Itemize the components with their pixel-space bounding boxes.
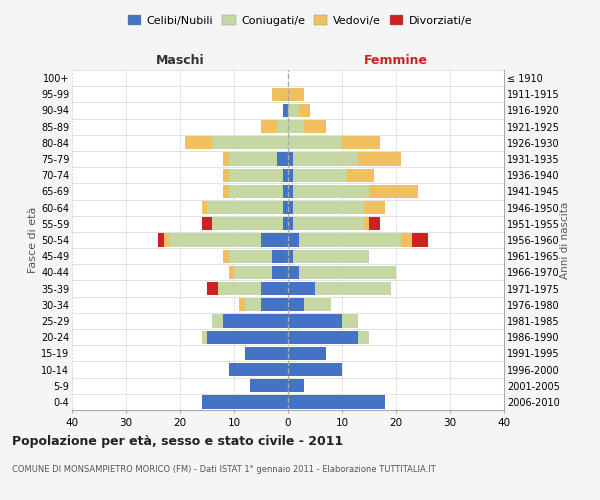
Bar xyxy=(202,217,212,230)
Bar xyxy=(277,120,288,134)
Bar xyxy=(358,330,369,344)
Bar xyxy=(288,266,299,279)
Bar xyxy=(207,330,288,344)
Bar xyxy=(293,185,369,198)
Bar xyxy=(283,168,288,182)
Bar xyxy=(288,234,299,246)
Bar xyxy=(283,104,288,117)
Bar xyxy=(304,120,326,134)
Bar xyxy=(202,201,207,214)
Bar xyxy=(229,185,283,198)
Text: Femmine: Femmine xyxy=(364,54,428,67)
Bar xyxy=(261,120,277,134)
Bar xyxy=(223,314,288,328)
Bar xyxy=(288,298,304,312)
Bar xyxy=(401,234,412,246)
Y-axis label: Fasce di età: Fasce di età xyxy=(28,207,38,273)
Bar xyxy=(288,379,304,392)
Bar xyxy=(202,396,288,408)
Bar xyxy=(277,152,288,166)
Bar xyxy=(229,250,272,263)
Bar xyxy=(364,217,369,230)
Bar xyxy=(293,168,347,182)
Bar xyxy=(229,266,234,279)
Bar xyxy=(293,152,358,166)
Bar xyxy=(288,104,299,117)
Bar xyxy=(212,314,223,328)
Bar xyxy=(212,136,288,149)
Bar xyxy=(288,314,342,328)
Bar xyxy=(342,136,380,149)
Bar xyxy=(223,185,229,198)
Bar xyxy=(315,282,391,295)
Bar xyxy=(261,282,288,295)
Text: COMUNE DI MONSAMPIETRO MORICO (FM) - Dati ISTAT 1° gennaio 2011 - Elaborazione T: COMUNE DI MONSAMPIETRO MORICO (FM) - Dat… xyxy=(12,465,436,474)
Bar xyxy=(288,282,315,295)
Bar xyxy=(293,250,369,263)
Bar xyxy=(288,217,293,230)
Bar xyxy=(288,152,293,166)
Bar xyxy=(369,185,418,198)
Bar xyxy=(288,346,326,360)
Bar xyxy=(202,330,207,344)
Bar xyxy=(288,88,304,101)
Bar xyxy=(261,298,288,312)
Bar xyxy=(207,282,218,295)
Bar xyxy=(229,152,277,166)
Bar xyxy=(293,217,364,230)
Bar xyxy=(229,363,288,376)
Bar xyxy=(299,104,310,117)
Bar xyxy=(288,120,304,134)
Legend: Celibi/Nubili, Coniugati/e, Vedovi/e, Divorziati/e: Celibi/Nubili, Coniugati/e, Vedovi/e, Di… xyxy=(124,10,476,30)
Bar xyxy=(288,396,385,408)
Bar xyxy=(212,217,283,230)
Text: Maschi: Maschi xyxy=(155,54,205,67)
Bar xyxy=(229,168,283,182)
Bar xyxy=(283,201,288,214)
Bar xyxy=(358,152,401,166)
Bar xyxy=(347,168,374,182)
Bar xyxy=(185,136,212,149)
Bar xyxy=(288,185,293,198)
Bar xyxy=(288,136,342,149)
Bar xyxy=(218,282,261,295)
Bar xyxy=(164,234,169,246)
Bar xyxy=(288,201,293,214)
Bar xyxy=(223,152,229,166)
Bar xyxy=(223,168,229,182)
Bar xyxy=(369,217,380,230)
Bar xyxy=(207,201,283,214)
Bar xyxy=(283,217,288,230)
Bar xyxy=(299,234,401,246)
Bar xyxy=(245,298,261,312)
Bar xyxy=(239,298,245,312)
Bar xyxy=(364,201,385,214)
Bar xyxy=(299,266,396,279)
Text: Popolazione per età, sesso e stato civile - 2011: Popolazione per età, sesso e stato civil… xyxy=(12,435,343,448)
Bar xyxy=(261,234,288,246)
Bar xyxy=(293,201,364,214)
Bar xyxy=(245,346,288,360)
Bar xyxy=(283,185,288,198)
Bar xyxy=(304,298,331,312)
Bar xyxy=(158,234,164,246)
Bar xyxy=(169,234,261,246)
Bar xyxy=(223,250,229,263)
Bar xyxy=(288,363,342,376)
Bar xyxy=(412,234,428,246)
Bar xyxy=(288,250,293,263)
Bar xyxy=(288,330,358,344)
Bar xyxy=(250,379,288,392)
Bar xyxy=(272,88,288,101)
Bar xyxy=(234,266,272,279)
Y-axis label: Anni di nascita: Anni di nascita xyxy=(560,202,570,278)
Bar xyxy=(288,168,293,182)
Bar xyxy=(342,314,358,328)
Bar xyxy=(272,250,288,263)
Bar xyxy=(272,266,288,279)
